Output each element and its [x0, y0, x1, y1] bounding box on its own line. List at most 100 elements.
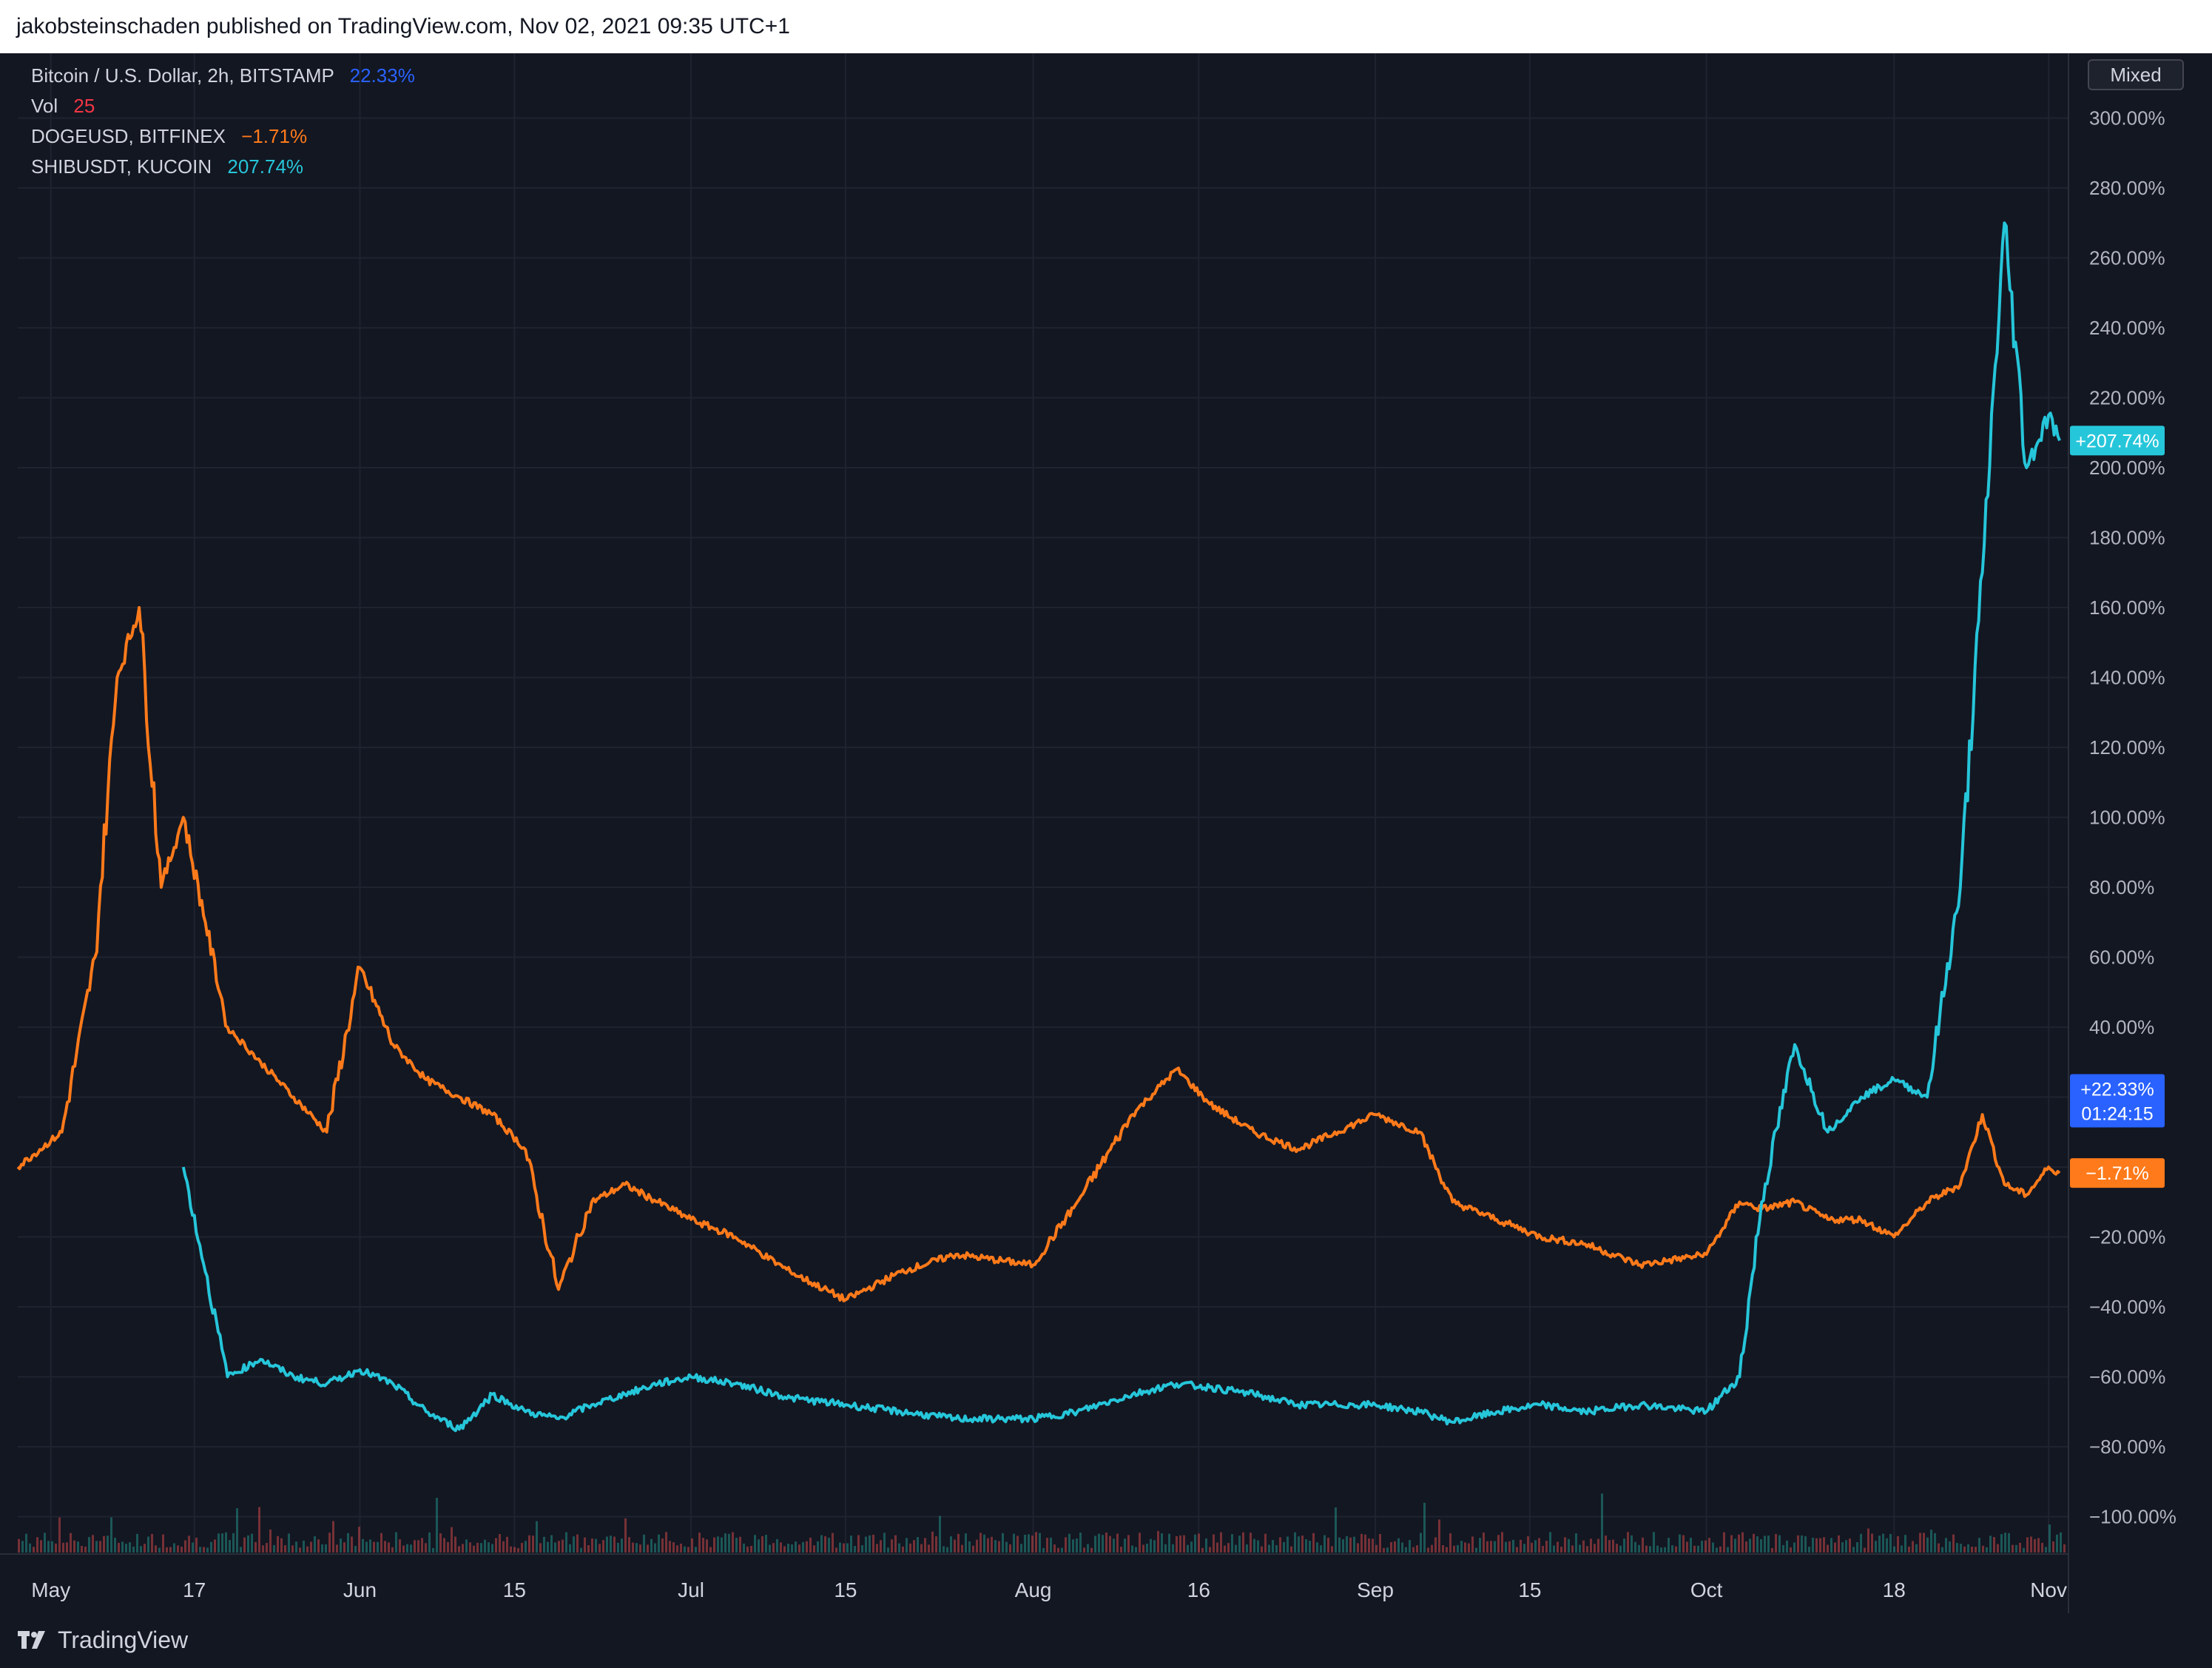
volume-bar — [195, 1537, 198, 1553]
volume-bar — [1453, 1545, 1455, 1553]
volume-bar — [206, 1547, 209, 1553]
volume-bar — [1786, 1540, 1788, 1553]
volume-bar — [132, 1547, 135, 1553]
volume-bar — [820, 1535, 823, 1553]
volume-bar — [669, 1541, 671, 1553]
legend-row-shib[interactable]: SHIBUSDT, KUCOIN 207.74% — [31, 152, 415, 182]
volume-bar — [1383, 1547, 1385, 1553]
tradingview-logo[interactable]: TradingView — [18, 1627, 188, 1654]
volume-bar — [21, 1541, 24, 1553]
volume-bar — [1827, 1544, 1829, 1553]
comparison-chart[interactable]: 300.00% 280.00% 260.00% 240.00% 220.00% 200.0… — [0, 53, 2212, 1613]
legend-row-doge[interactable]: DOGEUSD, BITFINEX −1.71% — [31, 121, 415, 152]
volume-bar — [1967, 1544, 1969, 1553]
volume-bar — [713, 1537, 715, 1553]
volume-bar — [1409, 1540, 1411, 1553]
volume-bar — [654, 1543, 656, 1553]
volume-bar — [994, 1540, 997, 1553]
volume-bar — [965, 1533, 967, 1553]
volume-bar — [99, 1541, 101, 1553]
volume-bar — [473, 1545, 475, 1553]
volume-bar — [920, 1544, 923, 1553]
volume-bar — [458, 1546, 460, 1553]
volume-bar — [602, 1540, 604, 1553]
volume-bar — [1213, 1534, 1215, 1553]
volume-bar — [776, 1538, 778, 1553]
volume-bar — [1904, 1535, 1906, 1553]
volume-bar — [1268, 1544, 1270, 1553]
volume-bar — [443, 1538, 445, 1553]
volume-bar — [336, 1544, 338, 1553]
volume-bar — [1871, 1533, 1873, 1553]
volume-bar — [1394, 1541, 1396, 1553]
volume-bar — [502, 1541, 505, 1553]
volume-bar — [1934, 1533, 1936, 1553]
volume-bar — [199, 1547, 201, 1553]
volume-bar — [1793, 1542, 1795, 1553]
volume-bar — [488, 1542, 490, 1553]
volume-bar — [1002, 1533, 1004, 1553]
volume-bar — [1619, 1545, 1622, 1553]
volume-bar — [36, 1537, 38, 1553]
volume-bar — [1046, 1538, 1048, 1553]
volume-bar — [377, 1541, 379, 1553]
volume-bar — [1076, 1538, 1078, 1553]
volume-bar — [1745, 1541, 1747, 1553]
volume-bar — [1050, 1537, 1052, 1553]
volume-bar — [2000, 1534, 2003, 1553]
volume-bar — [1878, 1536, 1881, 1553]
volume-bar — [1238, 1536, 1241, 1553]
volume-bar — [1993, 1536, 1995, 1553]
volume-bar — [1919, 1533, 1921, 1553]
x-tick-label: Oct — [1690, 1578, 1723, 1601]
volume-bar — [1205, 1538, 1207, 1553]
volume-bar — [462, 1544, 464, 1553]
volume-bar — [1479, 1538, 1481, 1553]
volume-bar — [1605, 1536, 1607, 1553]
volume-bar — [1956, 1543, 1958, 1553]
volume-bar — [1039, 1533, 1041, 1553]
volume-bar — [384, 1541, 386, 1553]
volume-bar — [610, 1536, 612, 1553]
volume-bar — [846, 1543, 849, 1553]
volume-bar — [961, 1544, 963, 1553]
volume-bar — [484, 1539, 486, 1553]
volume-bar — [1679, 1534, 1681, 1553]
volume-bar — [1290, 1546, 1292, 1553]
volume-bar — [1057, 1547, 1059, 1553]
volume-bar — [1597, 1538, 1599, 1553]
volume-bar — [1316, 1542, 1318, 1553]
volume-bar — [1457, 1544, 1459, 1553]
volume-bar — [795, 1541, 797, 1553]
volume-bar — [809, 1537, 812, 1553]
volume-bar — [765, 1535, 767, 1553]
volume-bar — [1360, 1533, 1363, 1553]
volume-bar — [2012, 1544, 2014, 1553]
volume-bar — [709, 1547, 712, 1553]
volume-bar — [595, 1538, 597, 1553]
volume-bar — [562, 1539, 564, 1553]
volume-bar — [769, 1544, 771, 1553]
scale-mode-button[interactable]: Mixed — [2088, 59, 2184, 90]
chart-area[interactable]: 300.00% 280.00% 260.00% 240.00% 220.00% 200.0… — [0, 53, 2212, 1613]
volume-bar — [528, 1535, 530, 1553]
volume-bar — [432, 1547, 434, 1553]
volume-bar — [1072, 1539, 1074, 1553]
volume-bar — [843, 1543, 845, 1553]
volume-bar — [214, 1539, 216, 1553]
legend-value: 25 — [73, 95, 95, 117]
volume-bar — [1767, 1536, 1770, 1553]
volume-bar — [1553, 1545, 1555, 1553]
legend-row-btc[interactable]: Bitcoin / U.S. Dollar, 2h, BITSTAMP 22.3… — [31, 61, 415, 91]
volume-bar — [624, 1518, 627, 1553]
volume-bar — [1997, 1544, 1999, 1553]
volume-bar — [1253, 1538, 1255, 1553]
volume-bar — [1320, 1545, 1322, 1553]
legend-row-vol[interactable]: Vol 25 — [31, 91, 415, 121]
volume-bar — [66, 1542, 68, 1553]
volume-bar — [177, 1545, 179, 1553]
volume-bar — [1442, 1545, 1444, 1553]
volume-bar — [665, 1532, 667, 1553]
volume-bar — [513, 1547, 516, 1553]
y-tick-label: −100.00% — [2089, 1506, 2176, 1528]
